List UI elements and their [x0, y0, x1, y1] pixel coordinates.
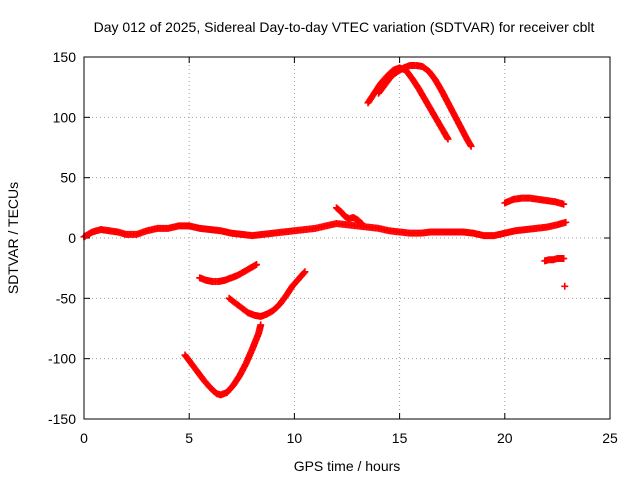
data-point [358, 220, 366, 228]
series-arc-low-deep [181, 321, 265, 399]
y-tick-label: -50 [56, 290, 76, 306]
y-tick-label: 100 [53, 109, 77, 125]
axis-ticks: 0 5 10 15 20 25 -150 -100 -50 0 50 100 150 [48, 49, 618, 446]
x-tick-label: 10 [287, 430, 303, 446]
x-tick-label: 0 [80, 430, 88, 446]
data-point [300, 269, 308, 277]
data-point [560, 200, 568, 208]
series-arc-low-shallow [225, 268, 309, 320]
y-tick-label: 50 [60, 170, 76, 186]
y-tick-label: -150 [48, 411, 76, 427]
data-point [444, 135, 452, 143]
data-points [80, 61, 570, 399]
data-point [560, 255, 568, 263]
data-point [357, 219, 365, 227]
data-point [562, 218, 570, 226]
x-axis-label: GPS time / hours [294, 458, 401, 474]
x-tick-label: 25 [602, 430, 618, 446]
series-spike-12h [332, 204, 366, 228]
x-tick-label: 5 [185, 430, 193, 446]
x-tick-label: 20 [497, 430, 513, 446]
chart-title: Day 012 of 2025, Sidereal Day-to-day VTE… [94, 19, 595, 35]
series-arc-high-1 [364, 64, 452, 143]
data-point [253, 261, 261, 269]
plot-frame [83, 56, 611, 420]
data-point [301, 268, 309, 276]
grid [84, 57, 610, 419]
series-segment-neg18 [541, 255, 568, 265]
series-point-neg40 [561, 282, 569, 290]
x-tick-label: 15 [392, 430, 408, 446]
y-axis-label: SDTVAR / TECUs [5, 182, 21, 294]
y-tick-label: -100 [48, 351, 76, 367]
series-segment-30 [501, 194, 568, 208]
y-tick-label: 0 [68, 230, 76, 246]
data-point [561, 282, 569, 290]
y-tick-label: 150 [53, 49, 77, 65]
data-point [257, 321, 265, 329]
series-arc-high-2 [375, 61, 475, 150]
data-point [467, 142, 475, 150]
series-baseline [80, 218, 570, 241]
series-arc-low-mid [196, 261, 261, 285]
